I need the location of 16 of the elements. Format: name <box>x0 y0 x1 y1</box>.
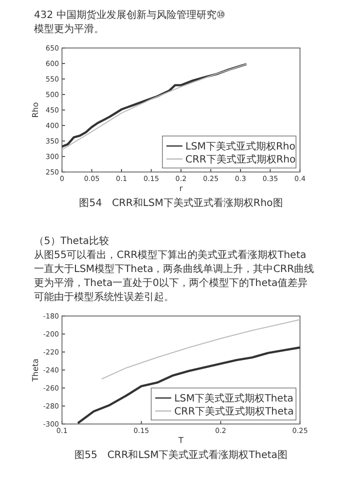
text: 从图55可以看出，CRR模型下算出的美式亚式看涨期权Theta一直大于LSM模型下Theta，两条曲线单调上升，其中CRR曲线更为平滑，Theta一直处于0以下，两个模型下的Theta值差异可能由于模型系统性误差引起。 <box>34 249 314 303</box>
text: （5）Theta比较 <box>34 235 110 247</box>
legend-label: LSM下美式亚式期权Theta <box>174 392 294 404</box>
line-series <box>76 346 302 424</box>
line-series <box>101 319 300 380</box>
legend-label: CRR下美式亚式期权Rho <box>185 154 296 166</box>
legend-label: CRR下美式亚式期权Theta <box>174 406 294 418</box>
text: 432 中国期货业发展创新与风险管理研究⑩ <box>34 9 226 21</box>
y-axis-title: Theta <box>31 358 40 382</box>
text: 模型更为平滑。 <box>34 23 104 35</box>
legend-label: LSM下美式亚式期权Rho <box>185 140 296 152</box>
x-axis-title: T <box>178 436 184 445</box>
caption: 图55 CRR和LSM下美式亚式看涨期权Theta图 <box>74 449 288 461</box>
y-axis-title: Rho <box>31 102 40 118</box>
caption: 图54 CRR和LSM下美式亚式看涨期权Rho图 <box>79 197 283 209</box>
x-axis-title: r <box>179 184 184 193</box>
